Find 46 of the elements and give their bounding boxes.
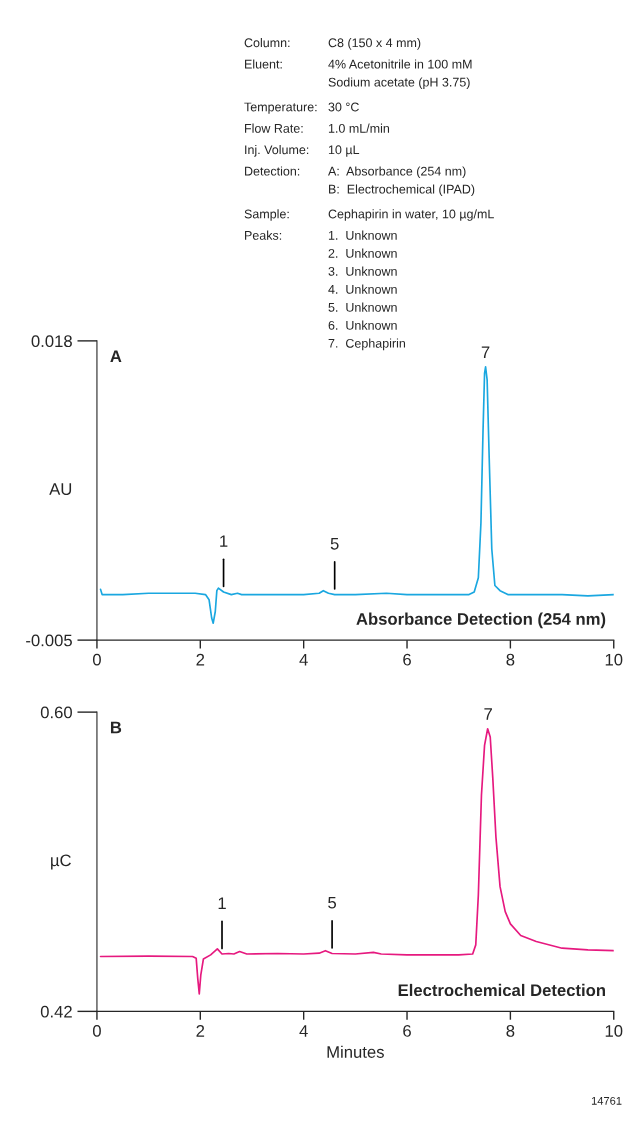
- text: Eluent:: [245, 59, 282, 69]
- text: Peaks:: [245, 230, 282, 240]
- x-tick-label: 0: [92, 653, 101, 666]
- text: Cephapirin in water, 10 µg/mL: [328, 209, 494, 221]
- y-tick-label: 0.018: [31, 335, 72, 348]
- y-axis-title: µC: [51, 854, 71, 870]
- annotation: Electrochemical Detection: [398, 983, 605, 997]
- x-tick-label: 4: [299, 1025, 308, 1037]
- text: Sample:: [244, 209, 289, 221]
- annotation: 1: [218, 897, 226, 909]
- text: Column:: [244, 38, 290, 48]
- annotation: 1. Unknown 2. Unknown 3. Unknown 4. Unknown 5. Unknown 6. Unknown 7. Cephapirin: [328, 230, 406, 351]
- annotation: A: [110, 350, 122, 362]
- x-tick-label: 6: [403, 653, 411, 666]
- y-tick-label: 0.42: [40, 1005, 72, 1018]
- x-tick-label: 8: [506, 1025, 515, 1037]
- text: Detection:: [245, 166, 300, 176]
- x-tick-label: 10: [605, 1025, 623, 1037]
- y-axis-title: AU: [49, 483, 72, 495]
- text: 10 µL: [328, 145, 360, 157]
- x-tick-label: 8: [506, 653, 515, 666]
- text: C8 (150 x 4 mm): [328, 38, 421, 50]
- text: Inj. Volume:: [245, 145, 309, 157]
- annotation: 7: [484, 708, 492, 720]
- x-tick-label: 0: [92, 1025, 101, 1037]
- x-axis-title: Minutes: [327, 1045, 384, 1058]
- y-tick-label: 0.60: [40, 706, 72, 719]
- x-tick-label: 6: [403, 1025, 411, 1037]
- text: Flow Rate:: [245, 123, 303, 133]
- annotation: 5: [328, 896, 337, 909]
- text: 1.0 mL/min: [328, 123, 390, 133]
- x-tick-label: 10: [605, 653, 623, 666]
- annotation: B: [110, 721, 122, 734]
- x-tick-label: 2: [196, 653, 205, 666]
- text: 14761: [591, 1096, 622, 1105]
- annotation: 1: [220, 535, 228, 547]
- x-tick-label: 2: [196, 1025, 205, 1037]
- x-tick-label: 4: [299, 653, 308, 666]
- y-tick-label: -0.005: [26, 634, 72, 647]
- annotation: 7: [481, 346, 490, 358]
- text: 30 °C: [328, 102, 359, 112]
- text: A: Absorbance (254 nm) B: Electrochemical (IPAD): [328, 166, 475, 197]
- text: 4% Acetonitrile in 100 mM Sodium acetate (pH 3.75): [328, 59, 472, 90]
- annotation: 5: [330, 538, 339, 550]
- text: Temperature:: [244, 102, 317, 114]
- annotation: Absorbance Detection (254 nm): [356, 612, 606, 629]
